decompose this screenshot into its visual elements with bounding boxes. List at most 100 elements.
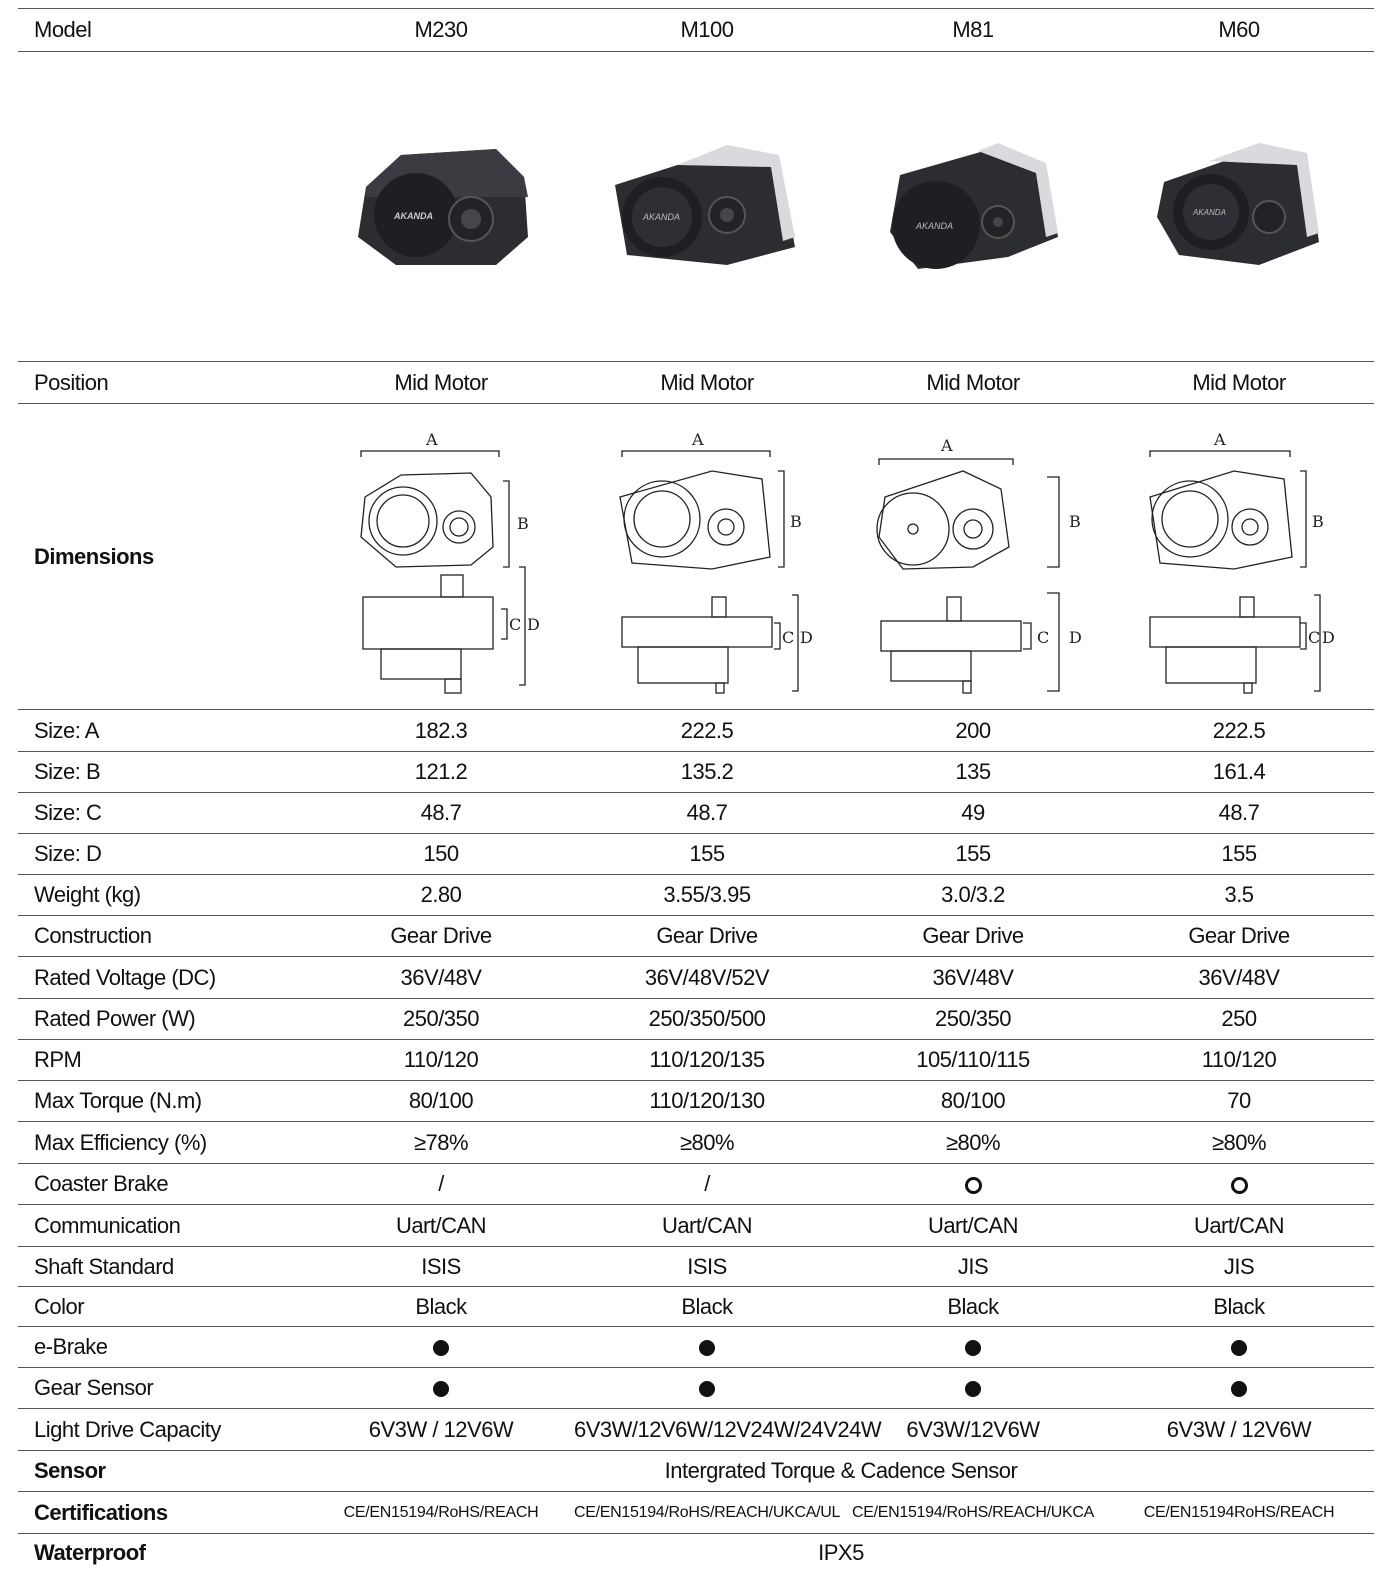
row-label: Dimensions	[34, 543, 154, 569]
standard-marker	[308, 1334, 574, 1360]
spec-value: 250/350/500	[648, 1006, 766, 1031]
filled-dot-icon	[433, 1381, 449, 1398]
spec-row: Position Mid Motor Mid Motor Mid Motor M…	[18, 362, 1374, 404]
spec-value: ≥80%	[945, 1129, 1001, 1155]
row-label: Size: A	[34, 717, 99, 743]
spec-row: RPM 110/120 110/120/135 105/110/115 110/…	[18, 1040, 1374, 1081]
spec-value: 3.0/3.2	[941, 882, 1005, 907]
spec-value: 49	[961, 800, 985, 825]
spec-value: 110/120/135	[649, 1047, 765, 1072]
spec-row: Weight (kg) 2.80 3.55/3.95 3.0/3.2 3.5	[18, 875, 1374, 916]
row-label: Rated Voltage (DC)	[34, 964, 216, 990]
svg-text:C: C	[1037, 628, 1049, 647]
filled-dot-icon	[699, 1381, 715, 1398]
spec-row: Size: B 121.2 135.2 135 161.4	[18, 752, 1374, 793]
row-label: Rated Power (W)	[34, 1006, 196, 1031]
row-label: Size: D	[34, 841, 102, 866]
spec-row: Max Efficiency (%) ≥78% ≥80% ≥80% ≥80%	[18, 1122, 1374, 1164]
svg-text:B: B	[517, 514, 529, 533]
spec-row-coaster-brake: Coaster Brake / /	[18, 1164, 1374, 1205]
row-label: Construction	[34, 923, 152, 948]
spec-value: /	[704, 1171, 710, 1196]
spec-value: Black	[947, 1293, 999, 1319]
spec-row-waterproof: Waterproof IPX5	[18, 1534, 1374, 1572]
spec-row-gear-sensor: Gear Sensor	[18, 1368, 1374, 1409]
row-label: e-Brake	[34, 1334, 108, 1359]
open-circle-icon	[964, 1176, 982, 1194]
row-label: Communication	[34, 1212, 181, 1238]
spec-value: 3.55/3.95	[663, 882, 751, 907]
spec-value: 182.3	[414, 717, 468, 743]
spec-value: 155	[1221, 841, 1257, 866]
row-label: Coaster Brake	[34, 1171, 169, 1196]
spec-row: Construction Gear Drive Gear Drive Gear …	[18, 916, 1374, 957]
standard-marker	[840, 1375, 1106, 1401]
spec-value: ISIS	[421, 1253, 461, 1279]
spec-value: Uart/CAN	[395, 1212, 487, 1238]
spec-value: JIS	[957, 1253, 989, 1279]
spec-value: Uart/CAN	[1193, 1212, 1285, 1238]
spec-value: 2.80	[420, 882, 462, 907]
motor-image-m230: AKANDA	[308, 137, 574, 277]
spec-value: Mid Motor	[1192, 369, 1286, 395]
open-circle-icon	[1230, 1176, 1248, 1194]
spec-value: 250	[1221, 1006, 1257, 1031]
svg-text:D: D	[527, 615, 540, 634]
row-label: Weight (kg)	[34, 882, 141, 907]
spec-row: Rated Voltage (DC) 36V/48V 36V/48V/52V 3…	[18, 957, 1374, 999]
filled-dot-icon	[1231, 1340, 1247, 1357]
model-name: M230	[414, 17, 468, 42]
spec-value: 105/110/115	[916, 1047, 1030, 1072]
spec-value: 110/120/130	[649, 1088, 765, 1113]
dimension-drawing-m100: A B C D	[574, 417, 840, 697]
spec-value: CE/EN15194/RoHS/REACH	[343, 1503, 539, 1521]
spec-value: 70	[1227, 1088, 1251, 1113]
spec-row: Max Torque (N.m) 80/100 110/120/130 80/1…	[18, 1081, 1374, 1122]
spec-row-ebrake: e-Brake	[18, 1327, 1374, 1368]
spec-row: Size: A 182.3 222.5 200 222.5	[18, 710, 1374, 752]
spec-value: Mid Motor	[926, 369, 1020, 395]
spec-value: JIS	[1223, 1253, 1255, 1279]
spec-value: 80/100	[408, 1088, 474, 1113]
spec-table: Model M230 M100 M81 M60 AKANDA	[18, 0, 1374, 1572]
spec-value: Black	[1213, 1293, 1265, 1319]
spec-value: 36V/48V/52V	[644, 964, 770, 990]
motor-image-m60: AKANDA	[1106, 137, 1372, 277]
spec-value: 135	[955, 759, 991, 784]
spec-value: 155	[689, 841, 725, 866]
svg-text:AKANDA: AKANDA	[1192, 208, 1226, 217]
spec-value: CE/EN15194/RoHS/REACH/UKCA	[851, 1503, 1095, 1521]
svg-text:D: D	[1322, 628, 1335, 647]
standard-marker	[840, 1334, 1106, 1360]
spec-value: 250/350	[402, 1006, 480, 1031]
spec-row: Shaft Standard ISIS ISIS JIS JIS	[18, 1247, 1374, 1287]
svg-text:A: A	[691, 430, 704, 449]
spec-row: Rated Power (W) 250/350 250/350/500 250/…	[18, 999, 1374, 1040]
svg-text:AKANDA: AKANDA	[915, 221, 953, 231]
spec-value: Black	[681, 1293, 733, 1319]
motor-image-m100: AKANDA	[574, 137, 840, 277]
row-label: RPM	[34, 1047, 82, 1072]
svg-text:A: A	[425, 430, 438, 449]
spec-value: Black	[415, 1293, 467, 1319]
model-row: Model M230 M100 M81 M60	[18, 8, 1374, 52]
spec-value: 36V/48V	[1198, 964, 1280, 990]
spec-value: 48.7	[686, 800, 728, 825]
product-image-row: AKANDA AKANDA AKANDA	[18, 52, 1374, 362]
spec-value: Gear Drive	[656, 923, 758, 948]
spec-row: Size: D 150 155 155 155	[18, 834, 1374, 875]
svg-text:D: D	[1069, 628, 1082, 647]
spec-value: 6V3W / 12V6W	[1166, 1416, 1312, 1442]
spec-value: CE/EN15194/RoHS/REACH/UKCA/UL	[574, 1503, 841, 1521]
row-label: Waterproof	[34, 1540, 146, 1565]
svg-text:C: C	[1308, 628, 1320, 647]
optional-marker	[840, 1171, 1106, 1197]
spec-row: Light Drive Capacity 6V3W / 12V6W 6V3W/1…	[18, 1409, 1374, 1451]
spec-value: /	[438, 1171, 444, 1196]
row-label: Position	[34, 369, 109, 395]
filled-dot-icon	[1231, 1381, 1247, 1398]
spec-value: 155	[955, 841, 991, 866]
row-label: Max Torque (N.m)	[34, 1088, 202, 1113]
dimensions-row: Dimensions A B C D	[18, 404, 1374, 710]
dimension-drawing-m81: A B C D	[840, 417, 1106, 697]
